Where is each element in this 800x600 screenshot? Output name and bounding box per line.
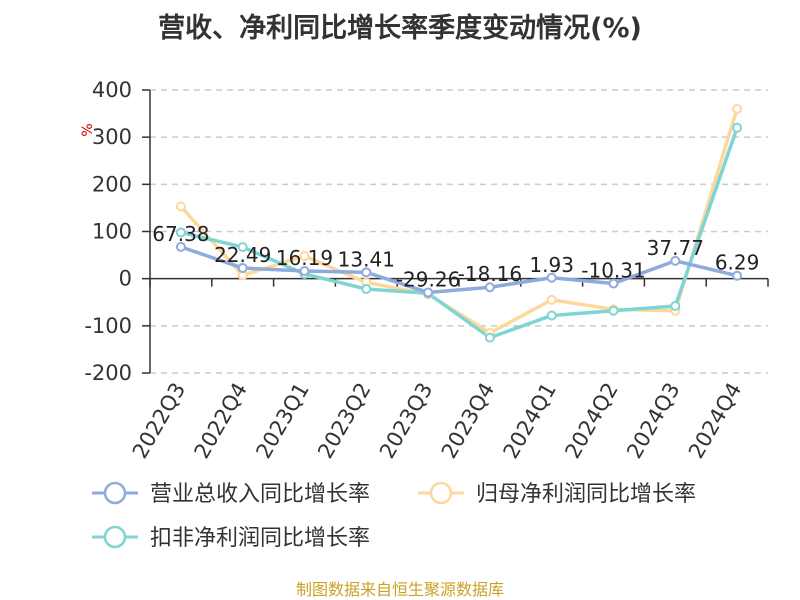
legend-label: 扣非净利润同比增长率 [150, 526, 370, 551]
data-label: -10.31 [581, 259, 645, 283]
y-tick-label: -200 [84, 361, 132, 385]
data-point[interactable] [423, 287, 434, 298]
x-tick-label: 2022Q3 [128, 379, 190, 463]
legend-marker [103, 525, 127, 549]
source-note: 制图数据来自恒生聚源数据库 [295, 580, 504, 599]
data-point[interactable] [299, 266, 310, 277]
y-tick-label: 0 [119, 267, 132, 291]
data-point[interactable] [299, 251, 310, 262]
data-label: 16.19 [276, 246, 333, 270]
y-tick-label: 100 [92, 220, 132, 244]
x-tick-label: 2024Q3 [622, 379, 684, 463]
grid-lines [150, 89, 768, 374]
data-point[interactable] [608, 278, 619, 289]
series-line [180, 245, 738, 295]
data-point[interactable] [732, 122, 743, 133]
data-point[interactable] [732, 270, 743, 281]
legend-marker [103, 481, 127, 505]
data-label: 67.38 [152, 222, 209, 246]
x-tick-label: 2024Q2 [560, 379, 622, 463]
legend-label: 营业总收入同比增长率 [150, 482, 370, 507]
data-point[interactable] [175, 201, 186, 212]
series-points [175, 103, 743, 343]
data-label: 37.77 [647, 236, 704, 260]
series-line [180, 127, 739, 340]
data-label: 22.49 [214, 243, 271, 267]
y-axis-label: % [80, 123, 96, 136]
data-point[interactable] [608, 305, 619, 316]
data-point[interactable] [670, 301, 681, 312]
series-lines [179, 108, 739, 340]
x-tick-label: 2023Q3 [375, 378, 437, 462]
data-point[interactable] [361, 284, 372, 295]
data-label: 13.41 [338, 247, 395, 271]
series-line [179, 108, 739, 335]
x-tick-label: 2024Q1 [499, 379, 561, 463]
y-tick-label: 400 [92, 78, 132, 102]
x-tick-label: 2023Q1 [251, 379, 313, 463]
y-tick-label: -100 [84, 314, 132, 338]
data-label: -18.16 [458, 262, 522, 286]
legend-label: 归母净利润同比增长率 [476, 482, 696, 507]
legend-item[interactable]: 归母净利润同比增长率 [418, 481, 696, 507]
data-label: 1.93 [529, 253, 574, 277]
data-label: 6.29 [715, 251, 760, 275]
data-label: -29.26 [396, 267, 460, 291]
data-point[interactable] [361, 267, 372, 278]
x-tick-label: 2023Q2 [313, 379, 375, 463]
x-tick-label: 2023Q4 [437, 379, 499, 463]
data-point[interactable] [237, 263, 248, 274]
y-tick-label: 200 [92, 172, 132, 196]
data-point[interactable] [237, 242, 248, 253]
legend-item[interactable]: 营业总收入同比增长率 [92, 481, 370, 507]
legend-marker [429, 481, 453, 505]
data-point[interactable] [175, 227, 186, 238]
y-tick-label: 300 [92, 125, 132, 149]
data-point[interactable] [670, 255, 681, 266]
data-point[interactable] [546, 294, 557, 305]
x-tick-label: 2022Q4 [190, 379, 252, 463]
data-point[interactable] [484, 332, 495, 343]
data-point[interactable] [546, 310, 557, 321]
legend-item[interactable]: 扣非净利润同比增长率 [92, 525, 370, 551]
data-point[interactable] [484, 282, 495, 293]
data-point[interactable] [732, 103, 743, 114]
chart-title: 营收、净利同比增长率季度变动情况(%) [158, 13, 642, 44]
x-tick-label: 2024Q4 [684, 379, 746, 463]
data-point[interactable] [175, 241, 186, 252]
data-point[interactable] [546, 272, 557, 283]
